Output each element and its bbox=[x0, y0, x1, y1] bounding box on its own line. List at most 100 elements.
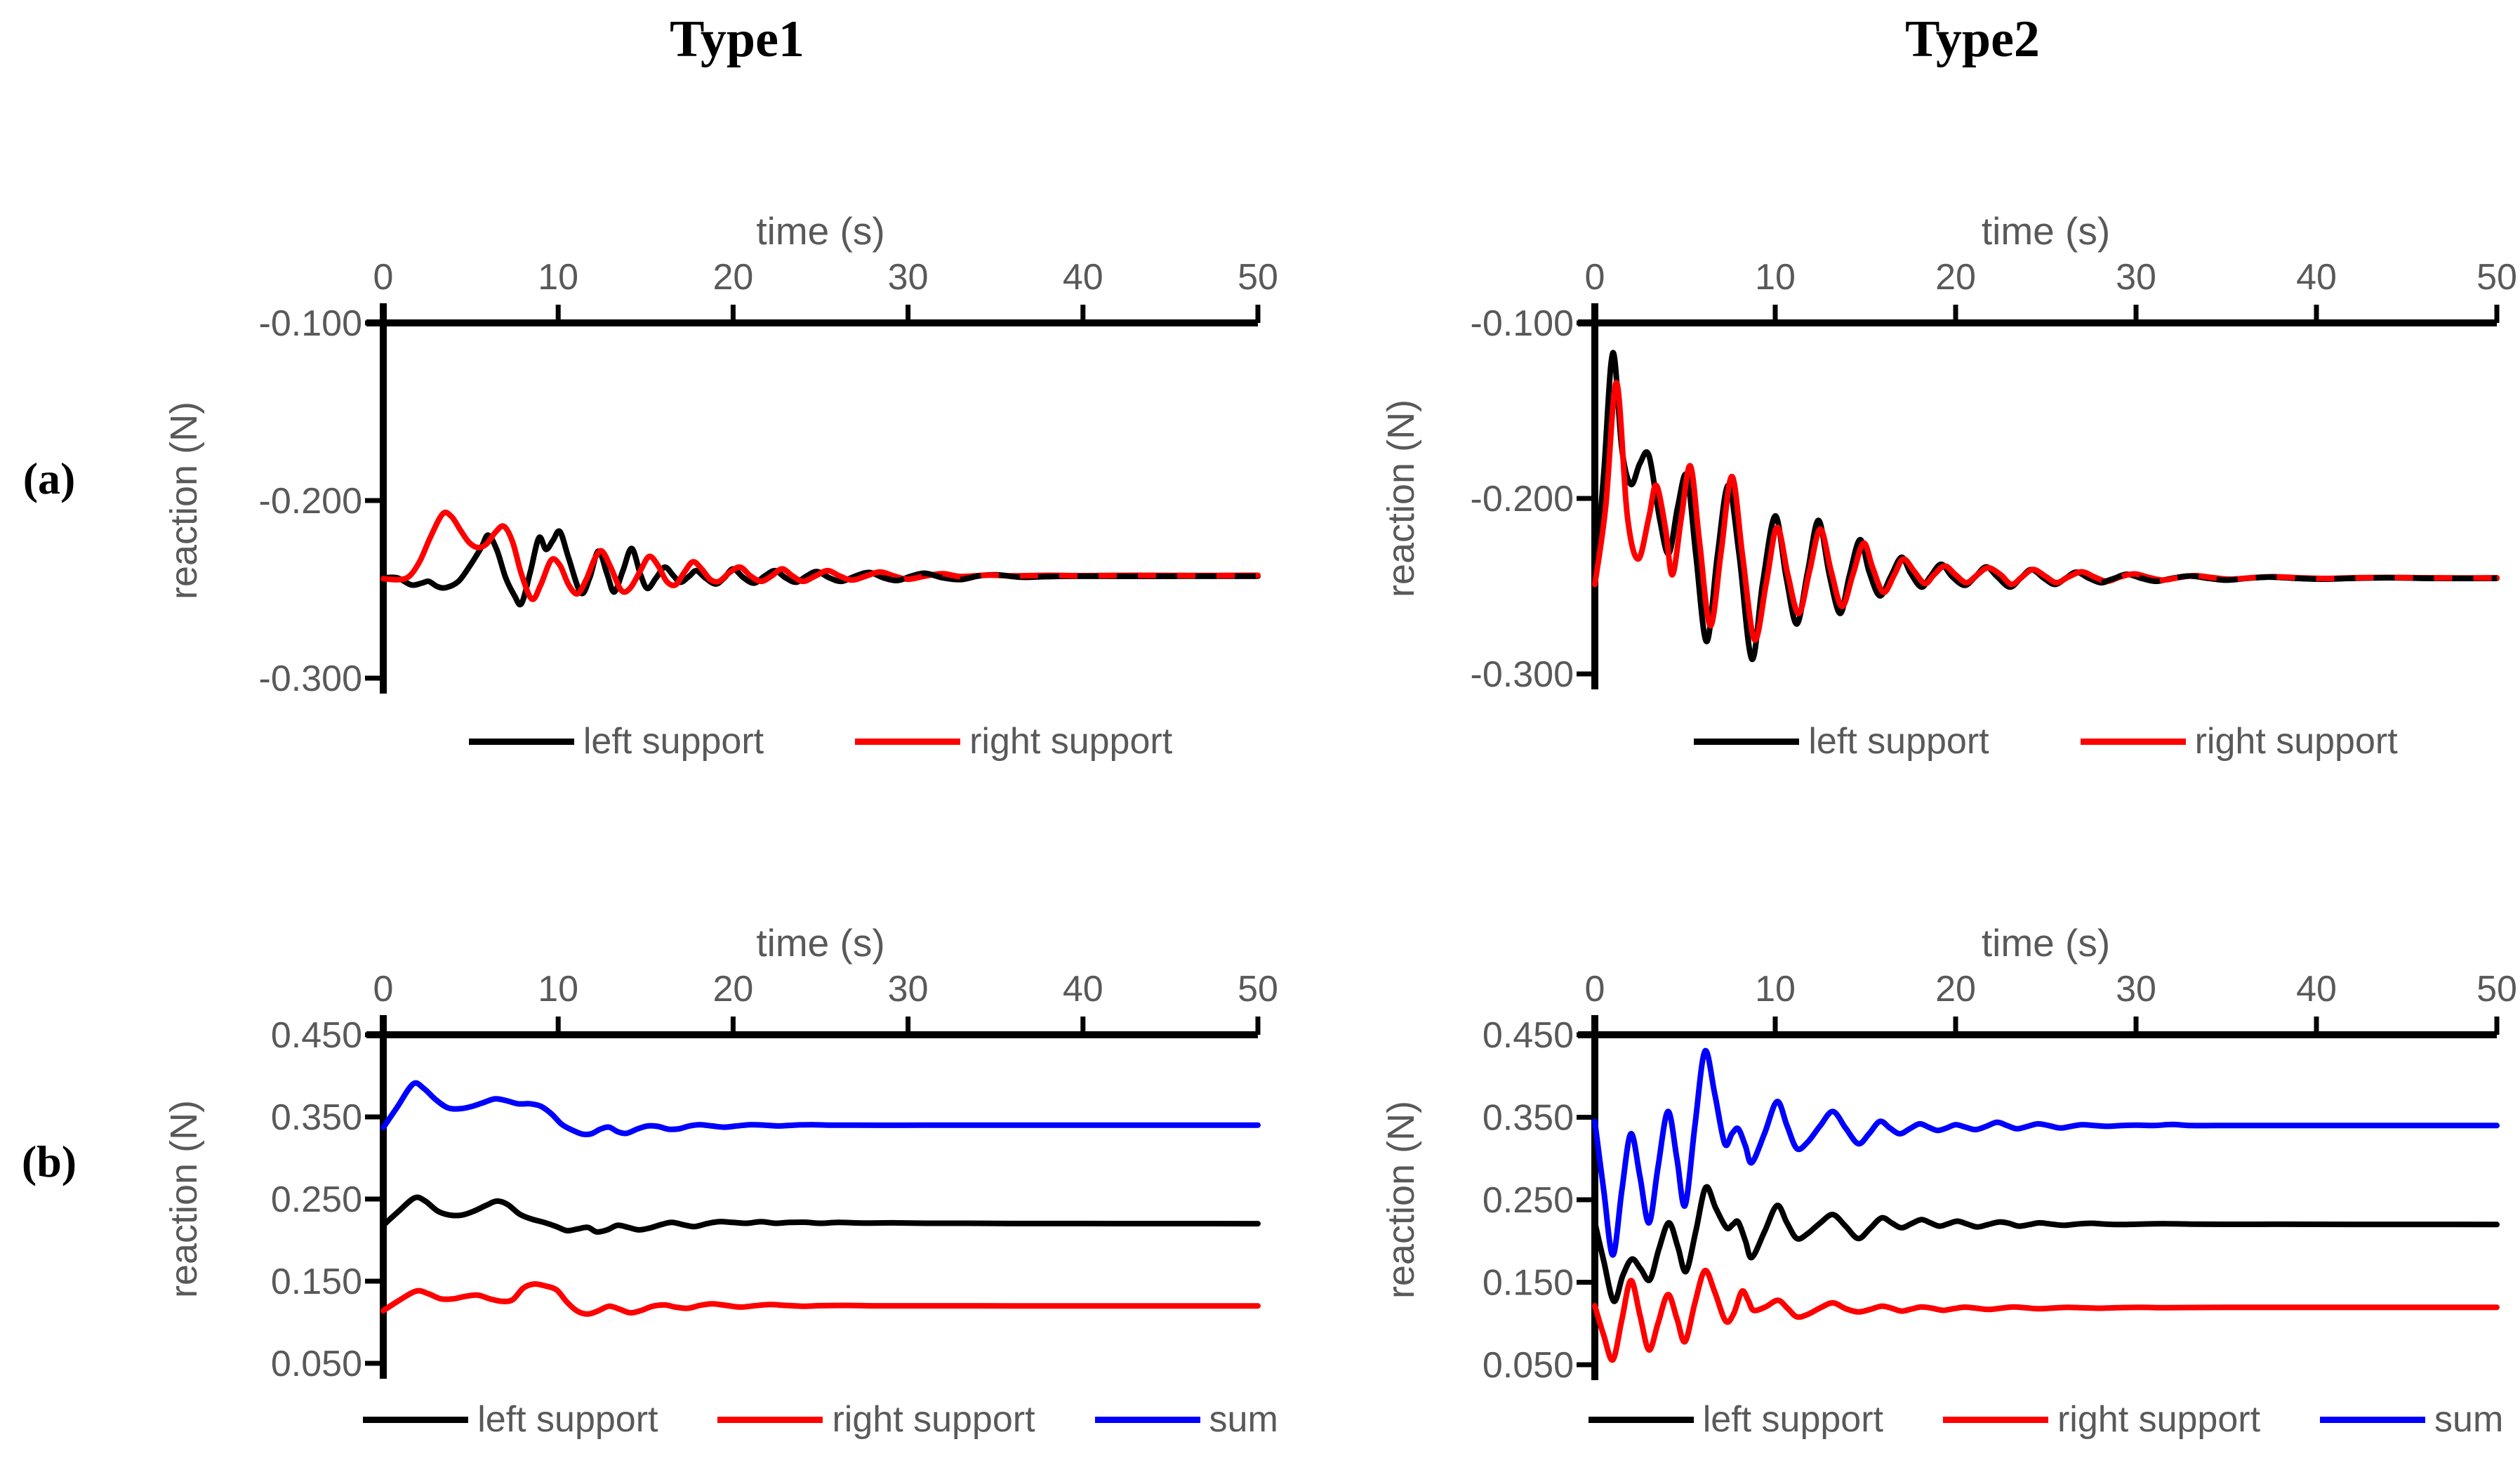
series-line-right-support bbox=[1592, 379, 2500, 643]
legend-swatch-right-support bbox=[1942, 1416, 2048, 1423]
x-tick-label: 50 bbox=[2476, 969, 2517, 1009]
column-title-type1: Type1 bbox=[670, 11, 804, 68]
legend-item-right-support: right support bbox=[2080, 720, 2398, 762]
legend-label-left-support: left support bbox=[583, 721, 764, 762]
x-axis-title: time (s) bbox=[756, 921, 884, 965]
legend-label-right-support: right support bbox=[969, 721, 1173, 762]
legend-item-sum: sum bbox=[1094, 1398, 1278, 1441]
x-tick-label: 40 bbox=[2296, 969, 2337, 1009]
y-tick-label: -0.100 bbox=[259, 303, 362, 344]
legend-item-right-support: right support bbox=[1942, 1398, 2260, 1441]
legend-item-left-support: left support bbox=[468, 720, 764, 762]
y-tick-label: 0.450 bbox=[271, 1015, 362, 1056]
y-tick-label: -0.300 bbox=[1471, 654, 1574, 695]
series-line-left-support bbox=[380, 1194, 1261, 1235]
series-line-tail-dash-left-support bbox=[2100, 571, 2498, 585]
legend-label-left-support: left support bbox=[1702, 1399, 1883, 1440]
legend-swatch-right-support bbox=[717, 1416, 823, 1423]
x-axis-title: time (s) bbox=[756, 209, 884, 253]
axis-tick-marks bbox=[365, 305, 1261, 681]
y-tick-label: 0.050 bbox=[1483, 1345, 1574, 1386]
y-tick-label: -0.200 bbox=[1471, 479, 1574, 519]
legend-item-left-support: left support bbox=[1588, 1398, 1883, 1441]
axis-tick-marks bbox=[1577, 1017, 2500, 1368]
x-tick-label: 0 bbox=[373, 257, 394, 298]
y-tick-label: 0.150 bbox=[271, 1262, 362, 1302]
y-tick-label: 0.250 bbox=[271, 1179, 362, 1220]
chart-reaction-type1-row-a: time (s) 0 10 20 30 40 50 -0.100 -0.200 -0.300 rea… bbox=[138, 195, 1331, 785]
x-tick-label: 30 bbox=[888, 969, 929, 1009]
x-axis-title: time (s) bbox=[1982, 921, 2110, 965]
series-line-left-support bbox=[1592, 350, 2500, 662]
legend-item-right-support: right support bbox=[717, 1398, 1035, 1441]
chart-legend: left support right support sum bbox=[363, 1398, 1278, 1441]
row-label-b: (b) bbox=[21, 1137, 77, 1186]
row-label-a: (a) bbox=[22, 454, 76, 503]
legend-item-left-support: left support bbox=[1694, 720, 1989, 762]
x-tick-label: 10 bbox=[1755, 969, 1796, 1009]
series-line-left-support bbox=[1592, 1184, 2500, 1304]
y-tick-label: -0.300 bbox=[259, 658, 362, 699]
chart-legend: left support right support sum bbox=[1588, 1398, 2503, 1441]
legend-item-right-support: right support bbox=[855, 720, 1172, 762]
x-tick-label: 50 bbox=[1238, 969, 1278, 1009]
x-tick-label: 40 bbox=[1063, 257, 1103, 298]
x-tick-label: 20 bbox=[1935, 257, 1976, 298]
legend-label-right-support: right support bbox=[2194, 721, 2398, 762]
legend-swatch-left-support bbox=[1694, 738, 1800, 745]
x-tick-label: 30 bbox=[2116, 969, 2156, 1009]
chart-reaction-type2-row-b: time (s) 0 10 20 30 40 50 0.450 0.350 0.250 0.150 0… bbox=[1355, 907, 2520, 1463]
column-title-type2: Type2 bbox=[1905, 11, 2040, 68]
x-tick-label: 50 bbox=[1238, 257, 1278, 298]
series-line-sum bbox=[380, 1080, 1261, 1138]
x-tick-label: 10 bbox=[1755, 257, 1796, 298]
x-tick-label: 20 bbox=[1935, 969, 1976, 1009]
series-line-right-support bbox=[380, 509, 1261, 602]
y-axis-title: reaction (N) bbox=[163, 402, 205, 600]
y-tick-label: -0.100 bbox=[1471, 303, 1574, 344]
chart-svg: time (s) 0 10 20 30 40 50 -0.100 -0.200 -0.300 rea… bbox=[1380, 209, 2517, 695]
legend-label-left-support: left support bbox=[1808, 721, 1989, 762]
series-line-tail-dash-left-support bbox=[882, 570, 1259, 583]
y-tick-label: 0.050 bbox=[271, 1344, 362, 1384]
x-tick-label: 40 bbox=[1063, 969, 1103, 1009]
x-tick-label: 10 bbox=[538, 257, 578, 298]
y-axis-title: reaction (N) bbox=[163, 1100, 205, 1298]
y-axis-title: reaction (N) bbox=[1380, 1101, 1422, 1299]
chart-svg: time (s) 0 10 20 30 40 50 -0.100 -0.200 -0.300 rea… bbox=[163, 209, 1278, 699]
y-tick-label: -0.200 bbox=[259, 481, 362, 522]
chart-svg: time (s) 0 10 20 30 40 50 0.450 0.350 0.250 0.150 0… bbox=[1380, 921, 2517, 1386]
y-tick-label: 0.350 bbox=[271, 1097, 362, 1138]
legend-item-left-support: left support bbox=[363, 1398, 658, 1441]
x-tick-label: 30 bbox=[2116, 257, 2156, 298]
x-tick-label: 50 bbox=[2476, 257, 2517, 298]
legend-swatch-right-support bbox=[2080, 738, 2186, 745]
x-tick-label: 0 bbox=[1585, 969, 1605, 1009]
legend-swatch-sum bbox=[1094, 1416, 1200, 1423]
x-tick-label: 0 bbox=[373, 969, 394, 1009]
y-tick-label: 0.150 bbox=[1483, 1263, 1574, 1304]
legend-swatch-left-support bbox=[1588, 1416, 1694, 1423]
y-tick-label: 0.350 bbox=[1483, 1098, 1574, 1139]
x-tick-label: 40 bbox=[2296, 257, 2337, 298]
chart-legend: left support right support bbox=[1595, 720, 2497, 762]
x-tick-label: 30 bbox=[888, 257, 929, 298]
chart-legend: left support right support bbox=[383, 720, 1258, 762]
legend-label-right-support: right support bbox=[832, 1399, 1035, 1440]
axis-tick-marks bbox=[365, 1017, 1261, 1366]
x-tick-label: 0 bbox=[1585, 257, 1605, 298]
y-tick-label: 0.250 bbox=[1483, 1180, 1574, 1221]
legend-label-left-support: left support bbox=[477, 1399, 658, 1440]
legend-label-sum: sum bbox=[2434, 1399, 2504, 1440]
legend-swatch-left-support bbox=[363, 1416, 469, 1423]
legend-swatch-sum bbox=[2320, 1416, 2426, 1423]
series-line-right-support bbox=[380, 1280, 1261, 1317]
legend-label-sum: sum bbox=[1209, 1399, 1278, 1440]
axis-tick-marks bbox=[1577, 305, 2500, 677]
chart-reaction-type1-row-b: time (s) 0 10 20 30 40 50 0.450 0.350 0.250 0.150 0… bbox=[138, 907, 1331, 1463]
legend-swatch-left-support bbox=[468, 738, 574, 745]
legend-swatch-right-support bbox=[855, 738, 961, 745]
y-axis-title: reaction (N) bbox=[1380, 399, 1422, 597]
x-tick-label: 20 bbox=[712, 257, 753, 298]
